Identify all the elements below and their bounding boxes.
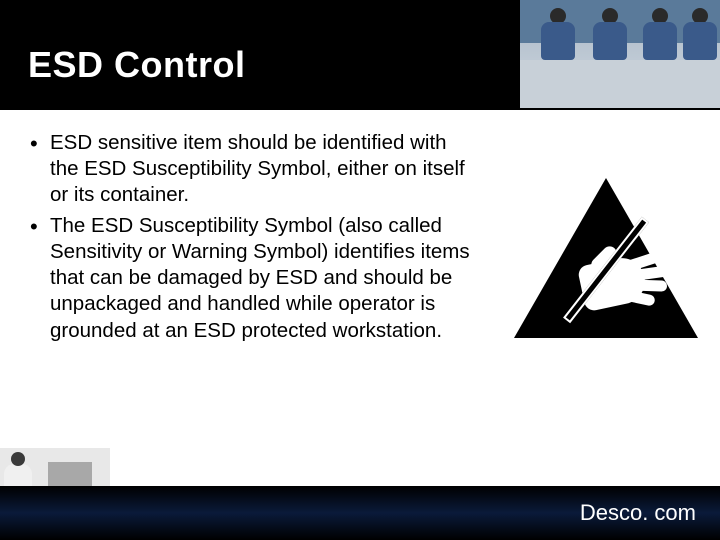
bullet-item: ESD sensitive item should be identified … xyxy=(28,130,473,209)
worker-figure xyxy=(590,8,630,63)
header-workers-photo xyxy=(520,0,720,108)
worker-figure xyxy=(640,8,680,63)
slide-title: ESD Control xyxy=(28,44,246,86)
bullet-list: ESD sensitive item should be identified … xyxy=(28,130,473,344)
hand-icon xyxy=(551,248,661,318)
content-area: ESD sensitive item should be identified … xyxy=(28,130,473,348)
worker-figure xyxy=(680,8,720,63)
header-band: ESD Control xyxy=(0,0,720,108)
worker-figure xyxy=(538,8,578,63)
title-underline xyxy=(0,108,720,110)
footer-band: Desco. com xyxy=(0,486,720,540)
footer-brand: Desco. com xyxy=(580,500,696,526)
workbench xyxy=(520,60,720,108)
bullet-item: The ESD Susceptibility Symbol (also call… xyxy=(28,213,473,344)
esd-susceptibility-symbol-icon xyxy=(512,178,700,340)
